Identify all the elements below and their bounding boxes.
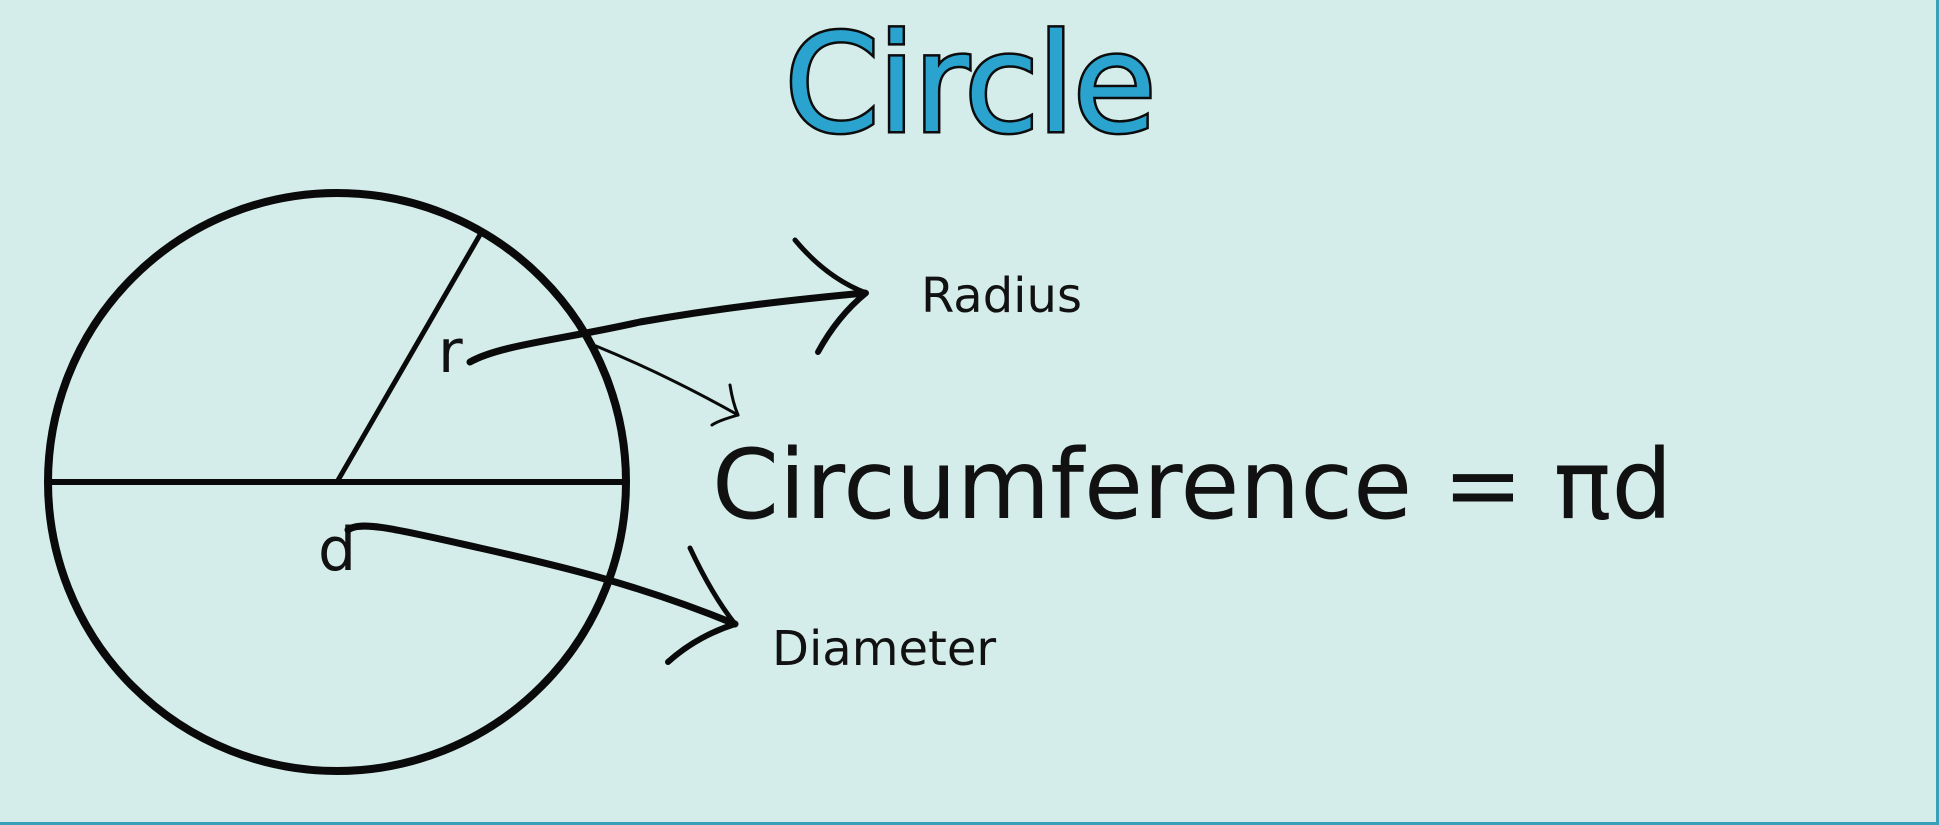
diameter-arrow bbox=[344, 522, 739, 665]
diagram-title: Circle bbox=[782, 4, 1159, 167]
circumference-arrow bbox=[594, 344, 740, 427]
circumference-formula: Circumference = πd bbox=[712, 429, 1672, 541]
diameter-label: Diameter bbox=[772, 621, 996, 677]
radius-line bbox=[334, 230, 484, 485]
radius-symbol: r bbox=[438, 317, 463, 387]
radius-label: Radius bbox=[921, 268, 1082, 324]
radius-arrow bbox=[466, 237, 869, 366]
